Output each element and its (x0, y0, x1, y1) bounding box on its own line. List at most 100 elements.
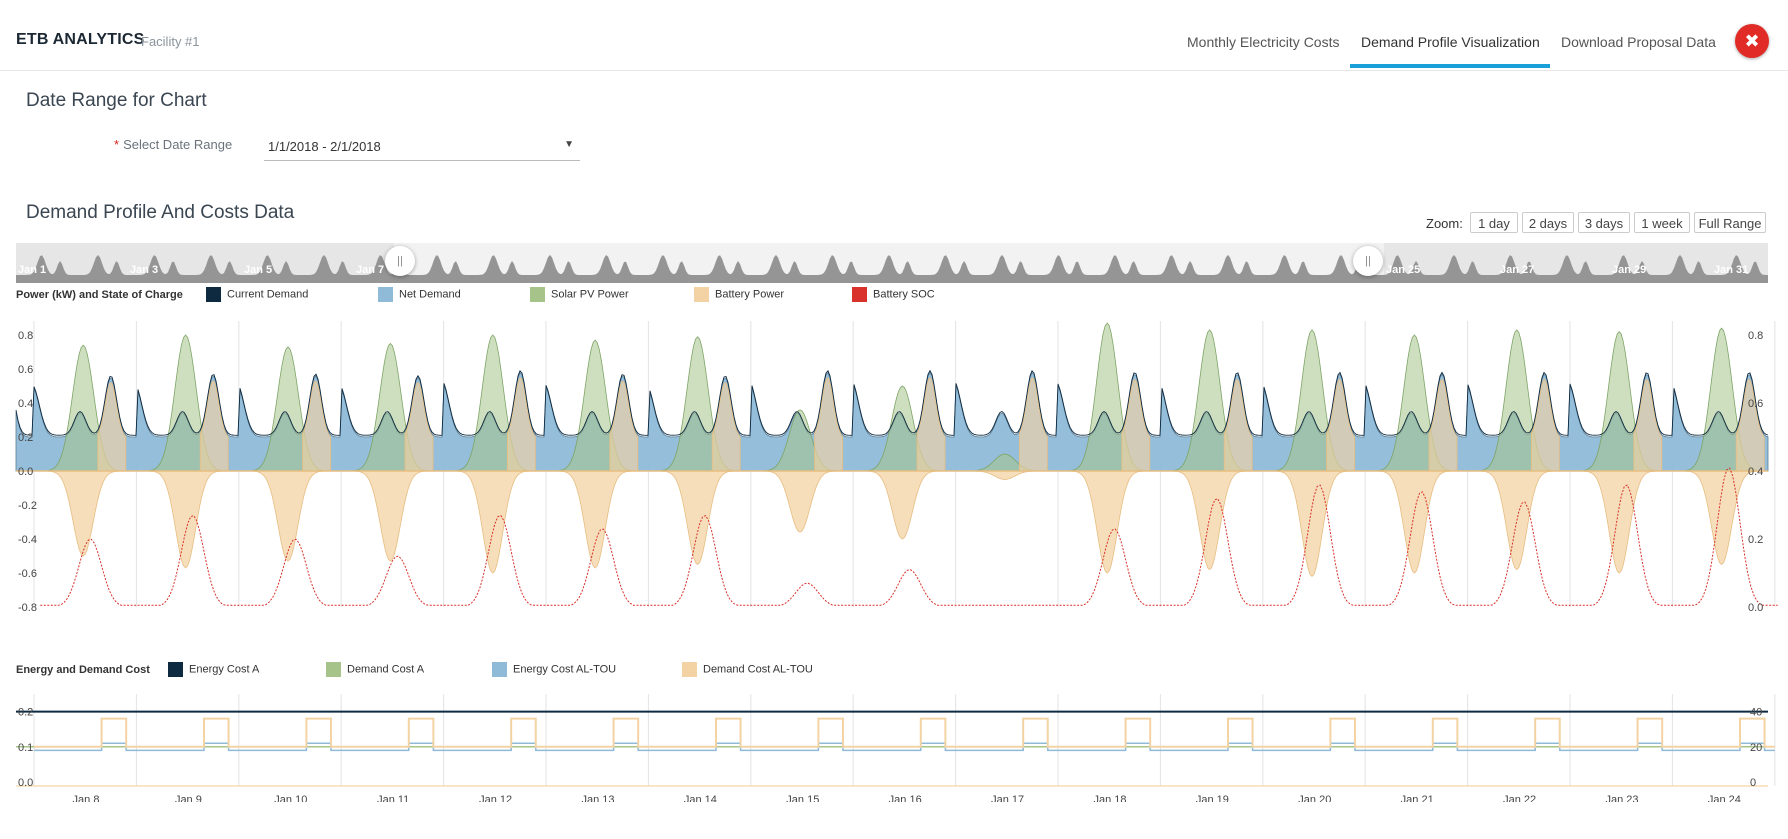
x-tick-label: Jan 22 (1503, 794, 1536, 802)
battery-discharge-area (404, 382, 434, 472)
zoom-1-week-button[interactable]: 1 week (1634, 212, 1690, 233)
battery-power-area (558, 470, 632, 569)
battery-power-area (1582, 470, 1656, 574)
demand-cost-al-tou-line (34, 717, 1775, 748)
current-demand-line (15, 369, 1769, 436)
y2-tick-label: 0 (1750, 777, 1756, 789)
battery-discharge-area (1530, 379, 1560, 472)
battery-discharge-area (711, 382, 741, 472)
battery-power-area (1070, 470, 1144, 574)
x-tick-label: Jan 9 (175, 794, 202, 802)
battery-discharge-area (506, 377, 536, 472)
y-tick-label: 0.0 (18, 466, 33, 478)
y-tick-label: 0.2 (18, 707, 33, 719)
x-tick-label: Jan 21 (1401, 794, 1434, 802)
date-range-title: Date Range for Chart (26, 90, 207, 111)
zoom-1-day-button[interactable]: 1 day (1470, 212, 1518, 233)
power-legend: Power (kW) and State of Charge Current D… (16, 287, 1016, 305)
legend-demand-cost-al-tou[interactable]: Demand Cost AL-TOU (682, 662, 813, 677)
navigator-date-label: Jan 31 (1714, 264, 1748, 276)
power-chart: 0.8 0.6 0.4 0.2 0.0 -0.2 -0.4 -0.6 -0.8 0.8 0.6 0.4… (15, 321, 1778, 614)
required-marker: * (114, 137, 120, 152)
date-range-label-text: Select Date Range (123, 137, 233, 152)
battery-discharge-area (1633, 379, 1663, 472)
battery-power-area (1684, 470, 1759, 566)
cost-chart: 0.2 0.1 0.0 40 20 0 Jan 8 Jan 9 Jan 10 Jan 11 Jan … (16, 694, 1776, 802)
legend-energy-cost-a-label: Energy Cost A (189, 663, 260, 676)
battery-discharge-area (814, 377, 844, 472)
y2-tick-label: 20 (1750, 742, 1762, 754)
range-navigator[interactable]: Jan 1 Jan 3 Jan 5 Jan 7 Jan 25 Jan 27 Jan 29 Ja… (16, 243, 1768, 283)
y-tick-label: 0.2 (18, 432, 33, 444)
legend-energy-cost-a[interactable]: Energy Cost A (168, 662, 259, 677)
legend-swatch-battery-power (694, 287, 709, 302)
battery-discharge-area (97, 382, 127, 472)
battery-power-area (251, 470, 325, 562)
y-tick-label: 0.6 (18, 364, 33, 376)
zoom-label: Zoom: (1426, 216, 1463, 231)
navigator-right-handle[interactable]: || (1353, 246, 1383, 276)
x-tick-label: Jan 11 (377, 794, 409, 802)
y-tick-label: -0.2 (18, 500, 37, 512)
tab-demand-profile-visualization[interactable]: Demand Profile Visualization (1361, 34, 1540, 50)
x-tick-label: Jan 8 (73, 794, 100, 802)
legend-battery-power-label: Battery Power (715, 288, 785, 301)
navigator-date-label: Jan 25 (1386, 264, 1420, 276)
date-range-label: * Select Date Range (114, 137, 232, 152)
battery-power-area (46, 470, 120, 557)
navigator-selected-area (16, 255, 1768, 283)
y-tick-label: 0.0 (18, 777, 33, 789)
date-range-select[interactable]: 1/1/2018 - 2/1/2018 ▼ (264, 130, 580, 161)
battery-power-area (660, 470, 735, 566)
x-tick-label: Jan 23 (1605, 794, 1638, 802)
navigator-series (16, 255, 1768, 283)
x-tick-label: Jan 17 (991, 794, 1024, 802)
active-tab-indicator (1350, 64, 1550, 68)
legend-net-demand[interactable]: Net Demand (378, 287, 461, 302)
legend-demand-cost-a-label: Demand Cost A (347, 663, 425, 676)
x-tick-label: Jan 19 (1196, 794, 1229, 802)
navigator-date-label: Jan 1 (18, 264, 46, 276)
app-header: ETB ANALYTICS Facility #1 Monthly Electr… (0, 0, 1788, 71)
power-chart-title: Power (kW) and State of Charge (16, 289, 183, 301)
battery-power-area (1275, 470, 1349, 577)
x-tick-label: Jan 15 (786, 794, 819, 802)
tab-monthly-electricity-costs[interactable]: Monthly Electricity Costs (1187, 34, 1340, 50)
navigator-left-handle[interactable]: || (385, 246, 415, 276)
zoom-2-days-button[interactable]: 2 days (1522, 212, 1574, 233)
zoom-3-days-button[interactable]: 3 days (1578, 212, 1630, 233)
battery-power-area (1172, 470, 1247, 571)
facility-label: Facility #1 (141, 34, 200, 49)
battery-power-area (1377, 470, 1452, 574)
zoom-full-range-button[interactable]: Full Range (1694, 212, 1766, 233)
brand-title: ETB ANALYTICS (16, 31, 145, 48)
y2-tick-label: 40 (1750, 707, 1762, 719)
y-tick-label: 0.4 (18, 398, 33, 410)
tab-download-proposal-data[interactable]: Download Proposal Data (1561, 34, 1716, 50)
battery-power-area (353, 470, 428, 562)
cost-legend: Energy and Demand Cost Energy Cost A Dem… (16, 662, 1016, 680)
battery-discharge-area (916, 377, 946, 472)
legend-current-demand[interactable]: Current Demand (206, 287, 308, 302)
y-tick-label: 0.1 (18, 742, 33, 754)
legend-energy-cost-al-tou[interactable]: Energy Cost AL-TOU (492, 662, 616, 677)
legend-demand-cost-a[interactable]: Demand Cost A (326, 662, 424, 677)
legend-battery-power[interactable]: Battery Power (694, 287, 784, 302)
legend-battery-soc[interactable]: Battery SOC (852, 287, 935, 302)
battery-discharge-area (1018, 377, 1048, 472)
x-tick-label: Jan 24 (1708, 794, 1741, 802)
legend-swatch-current-demand (206, 287, 221, 302)
date-range-value: 1/1/2018 - 2/1/2018 (268, 139, 381, 154)
legend-solar-pv-power[interactable]: Solar PV Power (530, 287, 629, 302)
navigator-date-label: Jan 29 (1612, 264, 1646, 276)
close-icon[interactable]: ✖ (1735, 24, 1769, 58)
legend-demand-cost-al-tou-label: Demand Cost AL-TOU (703, 663, 813, 676)
battery-discharge-area (1735, 379, 1765, 472)
battery-discharge-area (1428, 379, 1458, 472)
battery-power-area (763, 470, 837, 533)
navigator-date-label: Jan 3 (130, 264, 158, 276)
y2-tick-label: 0.8 (1748, 330, 1763, 342)
y2-tick-label: 0.2 (1748, 534, 1763, 546)
battery-power-area (865, 470, 940, 540)
legend-swatch-solar-pv (530, 287, 545, 302)
